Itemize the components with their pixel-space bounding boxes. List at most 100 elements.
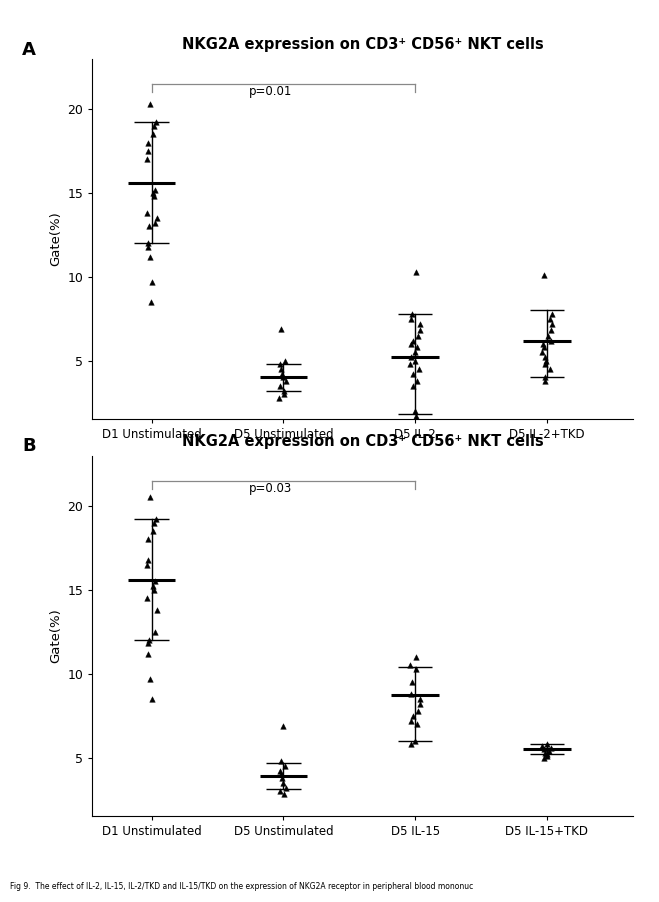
Point [537,739,548,753]
Point [149,515,159,529]
Point [412,373,422,388]
Point [546,317,557,331]
Point [275,379,285,393]
Text: B: B [22,437,36,456]
Point [546,334,557,348]
Point [415,323,425,337]
Point [277,719,288,733]
Point [145,97,156,111]
Point [411,264,422,279]
Point [274,357,285,372]
Point [279,354,290,368]
Point [142,152,152,167]
Point [152,211,162,226]
Point [277,776,288,790]
Point [415,362,425,376]
Point [146,295,156,309]
Point [405,658,416,673]
Point [410,354,420,368]
Text: A: A [22,41,36,59]
Point [273,391,284,405]
Point [412,340,422,354]
Point [537,345,548,360]
Point [148,186,158,200]
Point [145,491,156,505]
Point [405,311,416,326]
Point [415,317,425,331]
Point [544,743,554,758]
Point [542,747,552,761]
Point [141,206,152,220]
Point [538,340,549,354]
Point [279,759,290,773]
Point [544,311,555,326]
Point [151,115,161,130]
Point [415,692,425,706]
Point [148,583,159,597]
Point [408,379,418,393]
Point [408,334,418,348]
Text: p=0.03: p=0.03 [248,483,292,495]
Point [547,307,558,321]
Point [546,323,556,337]
Point [146,274,157,289]
Point [542,737,552,751]
Point [406,336,416,351]
Point [278,787,289,802]
Point [143,239,154,253]
Point [276,754,287,769]
Point [276,322,287,336]
Point [150,624,160,639]
Point [407,367,418,382]
Point [408,708,418,723]
Point [274,764,285,778]
Title: NKG2A expression on CD3⁺ CD56⁺ NKT cells: NKG2A expression on CD3⁺ CD56⁺ NKT cells [182,434,543,449]
Point [540,350,550,364]
Title: NKG2A expression on CD3⁺ CD56⁺ NKT cells: NKG2A expression on CD3⁺ CD56⁺ NKT cells [182,37,543,52]
Point [540,370,551,384]
Y-axis label: Gate(%): Gate(%) [49,609,62,663]
Point [281,780,292,795]
Point [415,696,425,711]
Point [143,219,154,234]
Point [276,362,287,376]
Point [540,354,551,368]
Point [411,649,421,664]
Point [538,750,549,765]
Point [546,741,557,755]
Point [539,373,550,388]
Point [150,182,161,197]
Point [148,127,158,142]
Point [405,357,416,372]
Point [150,575,161,589]
Point [407,307,417,321]
Point [143,236,154,251]
Point [143,633,154,648]
Point [149,118,159,133]
Point [281,373,292,388]
Point [141,591,152,605]
Point [406,737,416,751]
Point [411,661,422,676]
Point [148,524,158,538]
Text: Fig 9.  The effect of IL-2, IL-15, IL-2/TKD and IL-15/TKD on the expression of N: Fig 9. The effect of IL-2, IL-15, IL-2/T… [10,882,473,891]
Point [405,686,416,701]
Point [545,362,556,376]
Point [276,767,287,781]
Point [144,250,155,264]
Point [413,328,424,343]
Point [143,636,154,650]
Point [277,770,287,785]
Point [143,647,154,661]
Point [543,328,554,343]
Point [146,692,157,706]
Point [144,671,155,686]
Point [407,675,417,689]
Point [413,704,424,718]
Point [142,552,153,566]
Point [538,268,549,282]
Point [277,370,288,384]
Point [539,357,550,372]
Point [406,350,416,364]
Point [148,579,158,594]
